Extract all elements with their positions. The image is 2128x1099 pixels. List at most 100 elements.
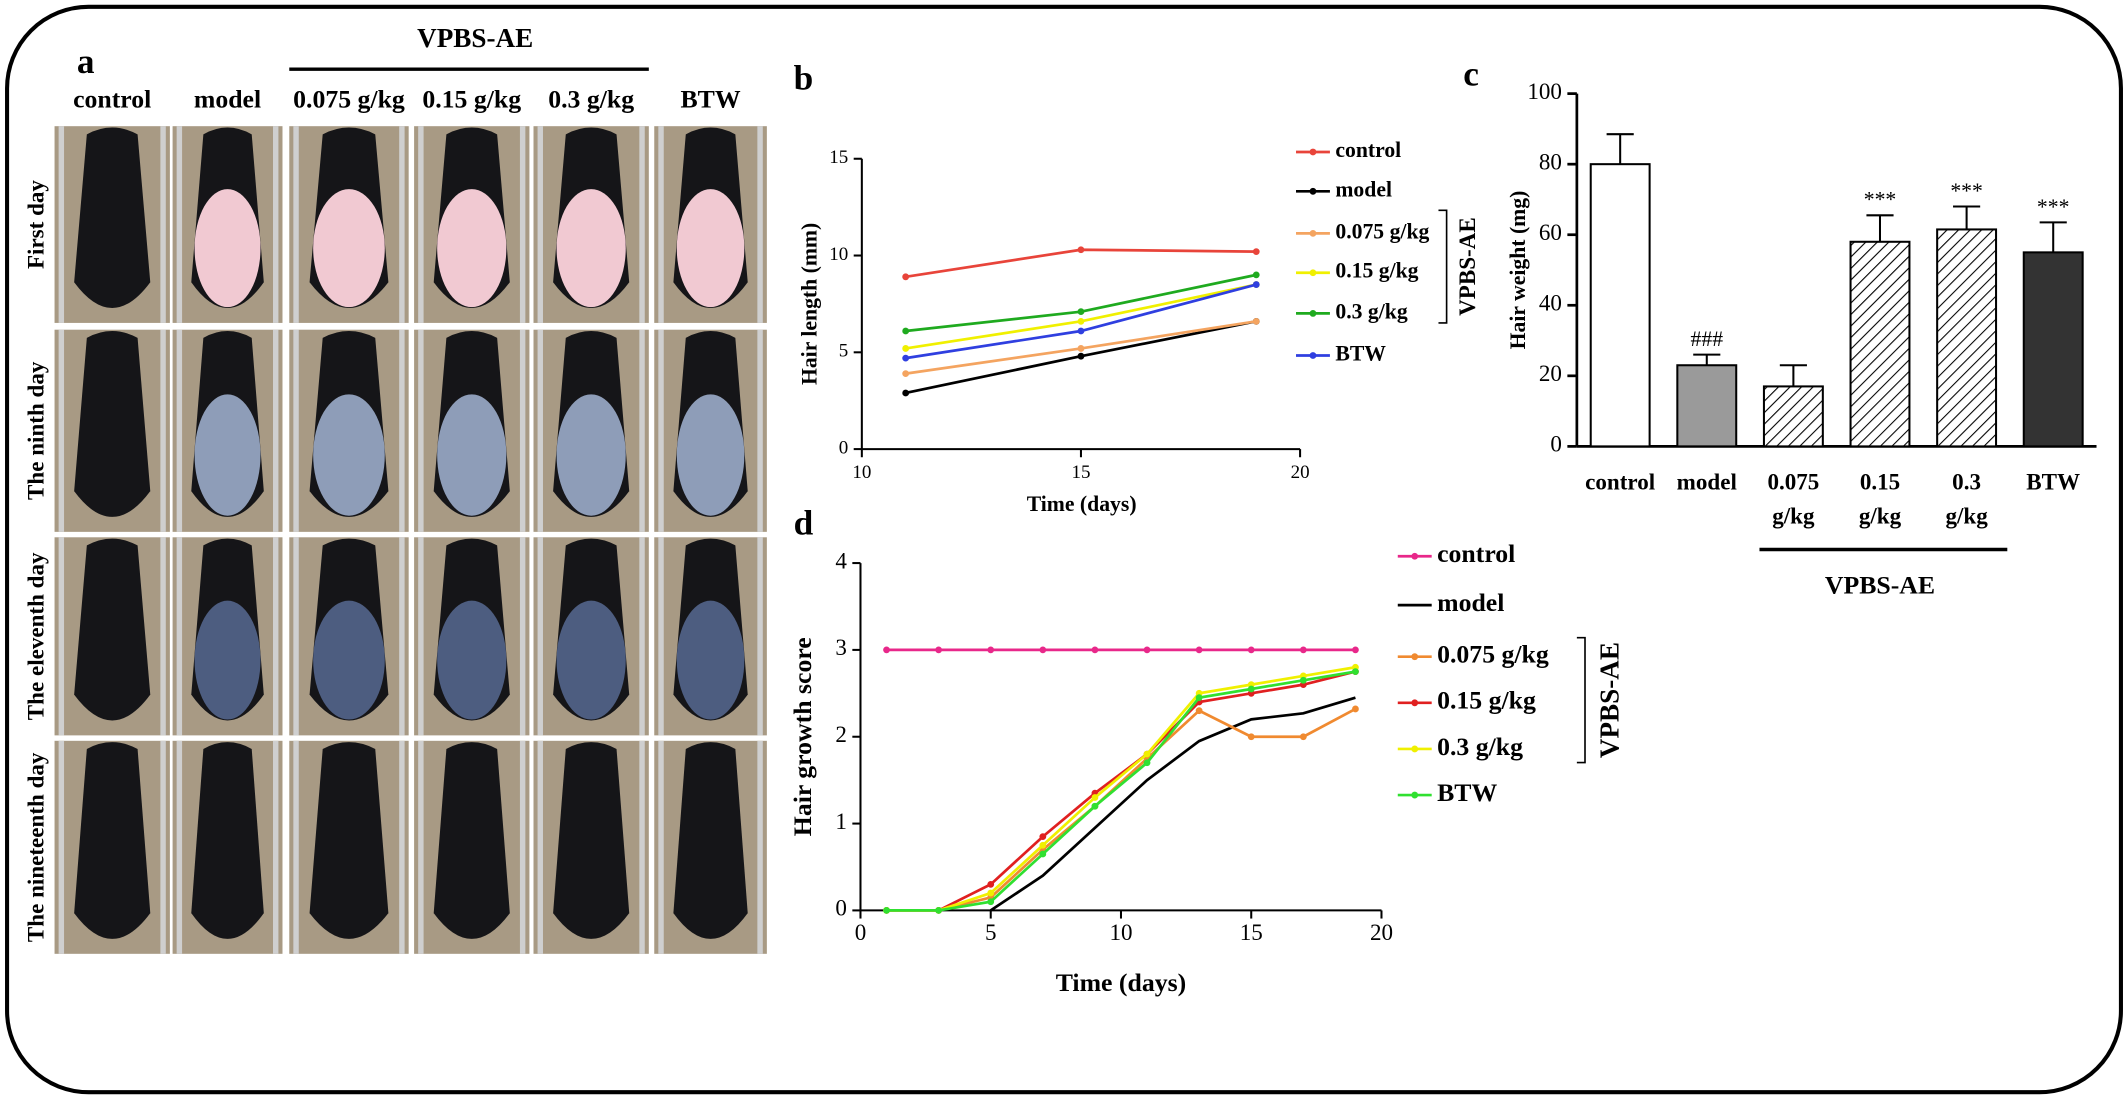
cage-bar — [537, 329, 543, 532]
x-tick-label: 0.3 g/kg — [1945, 469, 1988, 529]
series-point — [1091, 646, 1099, 654]
legend-marker — [1309, 269, 1317, 277]
shaved-patch — [676, 600, 745, 720]
cage-bar — [757, 126, 763, 323]
legend-marker — [1411, 745, 1419, 753]
series-point — [1039, 646, 1047, 654]
cage-bar — [418, 740, 424, 954]
series-point — [1252, 281, 1260, 288]
y-axis-label: Hair weight (mg) — [1506, 191, 1530, 350]
cage-bar — [160, 126, 166, 323]
series-point — [987, 880, 995, 888]
series-point — [935, 907, 943, 914]
series-line — [886, 670, 1356, 912]
cage-bar — [757, 537, 763, 736]
shaved-patch — [437, 189, 507, 308]
mouse — [673, 742, 748, 939]
cage-bar — [757, 329, 763, 532]
series-point — [1143, 750, 1151, 758]
series-point — [1077, 345, 1085, 352]
cage-bar — [176, 329, 183, 532]
cage-bar — [176, 740, 183, 954]
cage-bar — [658, 740, 664, 954]
cage-bar — [519, 126, 526, 323]
cage-bar — [537, 126, 543, 323]
row-label: First day — [23, 180, 49, 269]
legend-label: model — [1437, 588, 1504, 617]
shaved-patch — [676, 189, 745, 308]
cage-bar — [639, 126, 645, 323]
series-point — [1091, 794, 1099, 801]
x-tick-label-line: g/kg — [1772, 503, 1815, 529]
y-tick-label: 40 — [1539, 290, 1562, 316]
series-point — [987, 889, 995, 897]
cage-bar — [399, 126, 405, 323]
shaved-patch — [194, 600, 261, 720]
mouse — [74, 331, 151, 517]
significance-label: *** — [2037, 195, 2070, 219]
series-point — [1252, 271, 1260, 279]
shaved-patch — [556, 189, 626, 308]
series-point — [902, 273, 910, 281]
legend-bracket — [1576, 636, 1586, 764]
mouse — [191, 742, 264, 939]
x-tick-label-line: 0.15 — [1860, 469, 1900, 495]
legend-label: 0.15 g/kg — [1335, 259, 1418, 283]
legend-label: 0.3 g/kg — [1335, 299, 1407, 323]
x-tick-label: control — [1585, 469, 1656, 495]
series-point — [1247, 733, 1255, 741]
series-point — [1077, 246, 1085, 254]
bar — [1849, 240, 1911, 448]
column-label: BTW — [680, 85, 740, 114]
column-label: 0.3 g/kg — [548, 85, 634, 114]
bar — [1936, 228, 1998, 448]
column-label: control — [73, 85, 151, 114]
series-point — [1039, 841, 1047, 849]
cage-bar — [176, 126, 183, 323]
y-tick-label: 5 — [839, 341, 849, 362]
row-label: The eleventh day — [23, 552, 49, 720]
x-tick-label-line: 0.075 — [1767, 469, 1819, 495]
y-tick-label: 0 — [839, 437, 849, 458]
legend-marker — [1411, 653, 1419, 661]
cage-bar — [160, 537, 166, 736]
legend-label: control — [1437, 539, 1515, 568]
series-point — [1195, 694, 1203, 702]
series-point — [1299, 733, 1307, 741]
cage-bar — [293, 740, 299, 954]
series-point — [1299, 676, 1307, 684]
legend-label: control — [1335, 138, 1401, 162]
y-tick-label: 100 — [1527, 78, 1562, 104]
cage-bar — [293, 329, 299, 532]
legend-label: 0.075 g/kg — [1335, 219, 1429, 243]
x-tick-label: 20 — [1370, 919, 1393, 945]
cage-bar — [293, 126, 299, 323]
series-point — [883, 907, 890, 914]
x-tick-label: 0 — [855, 919, 867, 945]
series-line — [886, 707, 1357, 912]
x-tick-label-line: g/kg — [1859, 503, 1902, 529]
cage-bar — [537, 537, 543, 736]
series-point — [1352, 668, 1359, 676]
legend-label: BTW — [1437, 778, 1497, 807]
x-tick-label-line: 0.3 — [1952, 469, 1981, 495]
shaved-patch — [313, 189, 385, 308]
shaved-patch — [313, 600, 385, 720]
bar — [1589, 163, 1651, 448]
mouse — [553, 742, 630, 939]
series-point — [902, 354, 910, 362]
series-point — [1039, 833, 1047, 840]
cage-bar — [58, 740, 65, 954]
legend-group-label: VPBS-AE — [1594, 642, 1624, 758]
y-axis-label: Hair growth score — [788, 637, 817, 836]
cage-bar — [160, 329, 166, 532]
shaved-patch — [194, 394, 261, 516]
cage-bar — [58, 126, 65, 323]
cage-bar — [418, 537, 424, 736]
bar — [2022, 251, 2084, 448]
cage-bar — [639, 740, 645, 954]
legend-group-label: VPBS-AE — [1454, 217, 1480, 316]
cage-bar — [639, 537, 645, 736]
cage-bar — [658, 126, 664, 323]
